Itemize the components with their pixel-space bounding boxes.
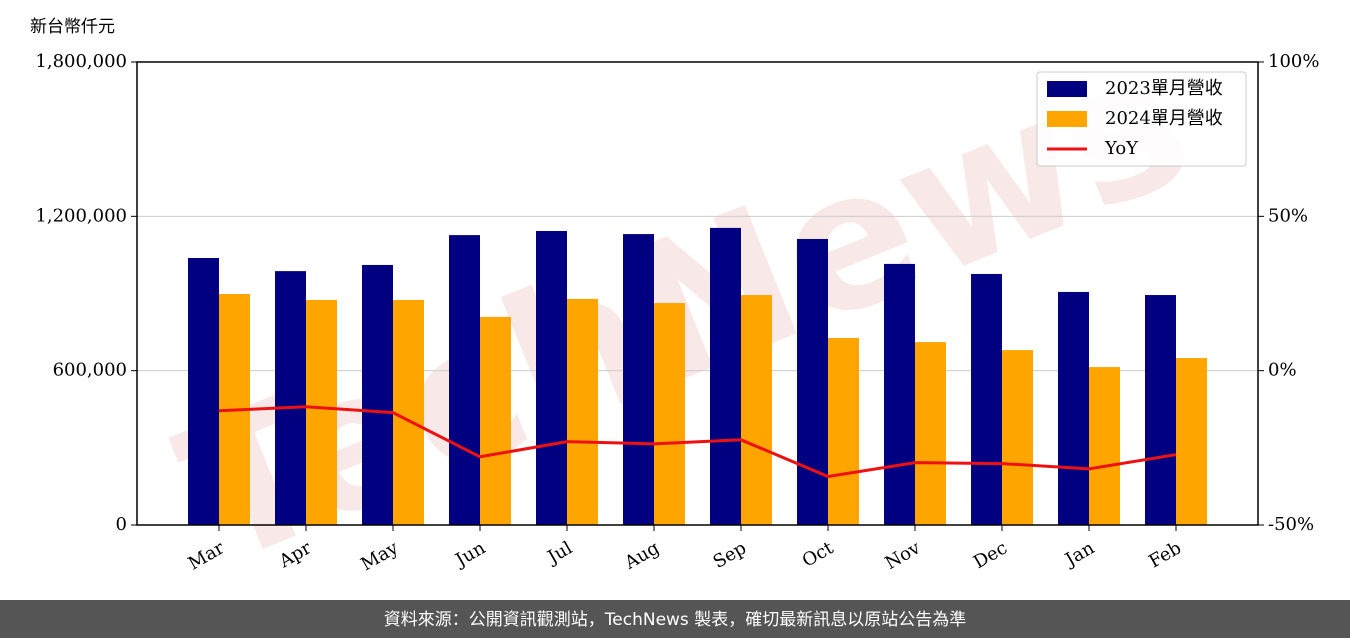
y-unit-label: 新台幣仟元 <box>30 17 115 37</box>
bar <box>480 316 511 525</box>
legend-swatch <box>1047 111 1087 127</box>
bar <box>1058 291 1089 525</box>
bar <box>306 299 337 525</box>
y2-tick-label: 100% <box>1268 51 1319 72</box>
line <box>218 405 1177 479</box>
bar <box>828 337 859 525</box>
plot-frame <box>136 61 1259 526</box>
y-tick-label: 1,800,000 <box>35 51 127 72</box>
footer-bar <box>0 600 1350 638</box>
bar <box>1145 295 1176 525</box>
y2-tick-label: 50% <box>1268 205 1308 226</box>
bar <box>797 238 828 526</box>
y-tick-label: 1,200,000 <box>35 205 127 226</box>
bar <box>971 273 1002 525</box>
bar <box>393 299 424 525</box>
bar <box>915 342 946 525</box>
bar <box>1002 350 1033 525</box>
legend-label: 2023單月營收 <box>1105 78 1223 99</box>
y-tick-label: 600,000 <box>53 360 127 381</box>
legend-label: YoY <box>1104 138 1139 159</box>
bar <box>741 295 772 525</box>
bar <box>710 227 741 526</box>
bar <box>567 298 598 525</box>
y2-tick-label: -50% <box>1268 514 1314 535</box>
legend-box <box>1036 71 1247 167</box>
bar <box>1176 358 1207 525</box>
y2-tick-label: 0% <box>1268 360 1297 381</box>
bar <box>1089 367 1120 525</box>
footer: 資料來源：公開資訊觀測站，TechNews 製表，確切最新訊息以原站公告為準 <box>384 610 966 630</box>
bar <box>449 235 480 526</box>
y-tick-label: 0 <box>116 514 127 535</box>
bar <box>536 230 567 525</box>
legend-label: 2024單月營收 <box>1105 108 1223 129</box>
bar <box>188 258 219 525</box>
bar <box>275 271 306 525</box>
bar <box>623 234 654 525</box>
bar <box>654 303 685 525</box>
bar <box>362 264 393 525</box>
legend-swatch <box>1047 81 1087 97</box>
bar <box>884 263 915 525</box>
